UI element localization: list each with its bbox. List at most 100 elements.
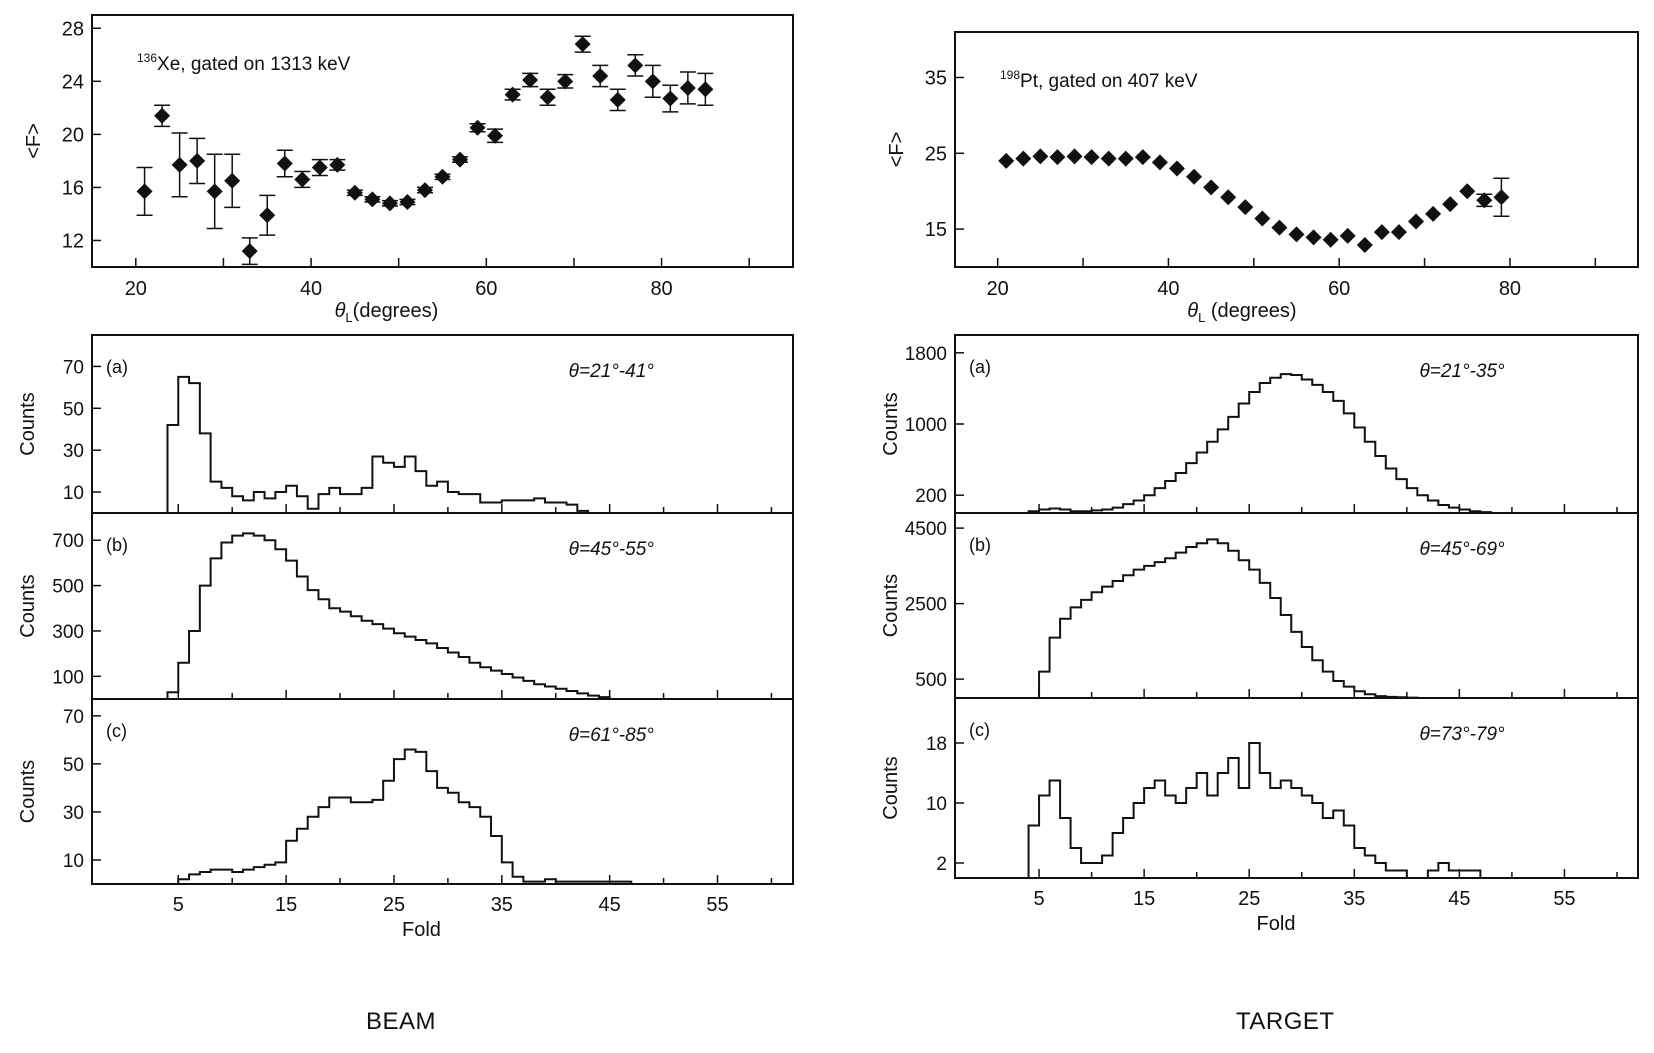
target-fold-vs-angle-group: 20 40 60 80 15 25 35 <F> θL (degrees) 198Pt, gate… <box>886 31 1639 325</box>
x-tick-label: 25 <box>1238 888 1260 910</box>
data-point <box>1134 149 1151 166</box>
data-point <box>1066 148 1083 165</box>
data-point <box>136 183 153 200</box>
panel-letter: (b) <box>106 535 128 555</box>
data-point <box>1100 150 1117 167</box>
data-point <box>1203 179 1220 196</box>
data-point <box>294 171 311 188</box>
y-tick-label: 2 <box>936 854 947 875</box>
data-point <box>1408 213 1425 230</box>
caption-target: TARGET <box>1236 1008 1335 1035</box>
x-tick-label: 60 <box>475 278 497 300</box>
x-axis-label-text: (degrees) <box>353 300 439 322</box>
y-axis-label: Counts <box>17 574 39 637</box>
data-point <box>1083 149 1100 166</box>
histogram-step-line <box>1027 742 1482 879</box>
data-point <box>276 155 293 172</box>
y-tick-label: 16 <box>62 177 84 199</box>
angle-range-label: θ=21°-41° <box>569 361 655 382</box>
data-point <box>644 73 661 90</box>
y-tick-label: 28 <box>62 18 84 40</box>
y-tick-label: 50 <box>63 399 84 420</box>
data-point <box>469 119 486 136</box>
y-axis-label: Counts <box>880 574 902 637</box>
data-point <box>154 107 171 124</box>
x-axis-label-symbol: θ <box>335 300 346 322</box>
data-point <box>522 71 539 88</box>
data-point <box>329 156 346 173</box>
x-tick-label: 40 <box>300 278 322 300</box>
histogram-step-line <box>166 375 590 513</box>
data-point <box>1015 150 1032 167</box>
annotation-text: Pt, gated on 407 keV <box>1020 71 1198 92</box>
target-a-group: 200 1000 1800 Counts (a) θ=21°-35° <box>880 334 1639 514</box>
x-tick-label: 60 <box>1328 278 1350 300</box>
data-point <box>1254 210 1271 227</box>
plot-frame <box>954 697 1639 879</box>
x-tick-label: 20 <box>125 278 147 300</box>
data-point <box>1339 227 1356 244</box>
x-tick-label: 35 <box>1343 888 1365 910</box>
data-point <box>434 168 451 185</box>
data-point <box>1322 231 1339 248</box>
y-axis-label: Counts <box>880 392 902 455</box>
data-point <box>609 91 626 108</box>
beam-fold-vs-angle-group: 20 40 60 80 12 16 20 24 28 <F> θL(degrees) 136Xe, g… <box>23 14 794 325</box>
target-c-group: 5 15 25 35 45 55 Fold 2 10 18 Counts (c) θ=73°-79° <box>880 697 1639 935</box>
data-point <box>697 81 714 98</box>
y-axis-label: Counts <box>17 392 39 455</box>
y-tick-label: 300 <box>52 622 84 643</box>
plot-frame <box>91 698 794 885</box>
panel-annotation: 198Pt, gated on 407 keV <box>1000 68 1198 92</box>
data-point <box>1220 189 1237 206</box>
y-tick-label: 20 <box>62 124 84 146</box>
data-point <box>487 127 504 144</box>
x-axis-label-symbol: θ <box>1187 300 1198 322</box>
data-point <box>1049 149 1066 166</box>
y-tick-label: 30 <box>63 803 84 824</box>
data-point <box>539 89 556 106</box>
plot-frame <box>954 31 1639 268</box>
target-b-group: 500 2500 4500 Counts (b) θ=45°-69° <box>880 512 1639 699</box>
y-tick-label: 2500 <box>905 595 947 616</box>
x-tick-label: 45 <box>1448 888 1470 910</box>
data-point <box>1237 199 1254 216</box>
data-point <box>662 90 679 107</box>
data-point <box>1442 196 1459 213</box>
data-point <box>679 79 696 96</box>
data-point <box>259 207 276 224</box>
panel-letter: (a) <box>969 357 991 377</box>
panel-letter: (b) <box>969 535 991 555</box>
plot-frame <box>91 334 794 514</box>
data-point <box>1390 224 1407 241</box>
x-tick-label: 25 <box>383 894 405 916</box>
data-point <box>1493 189 1510 206</box>
x-tick-label: 20 <box>987 278 1009 300</box>
y-tick-label: 10 <box>926 794 947 815</box>
panel-letter: (c) <box>969 720 990 740</box>
plot-frame <box>91 512 794 700</box>
y-tick-label: 50 <box>63 755 84 776</box>
x-tick-label: 35 <box>491 894 513 916</box>
annotation-mass-number: 198 <box>1000 68 1020 82</box>
x-tick-label: 15 <box>1133 888 1155 910</box>
data-point <box>998 152 1015 169</box>
x-tick-label: 55 <box>1553 888 1575 910</box>
x-tick-label: 15 <box>275 894 297 916</box>
data-point <box>627 57 644 74</box>
y-tick-label: 200 <box>915 486 947 507</box>
y-tick-label: 15 <box>925 219 947 241</box>
y-tick-label: 1800 <box>905 344 947 365</box>
beam-b-group: 100 300 500 700 Counts (b) θ=45°-55° <box>17 512 794 700</box>
data-point <box>452 151 469 168</box>
data-point <box>557 73 574 90</box>
data-point <box>1373 224 1390 241</box>
data-point <box>1459 183 1476 200</box>
data-point <box>1186 168 1203 185</box>
y-tick-label: 70 <box>63 707 84 728</box>
data-point <box>1476 192 1493 209</box>
y-axis-label: Counts <box>880 756 902 819</box>
y-tick-label: 35 <box>925 67 947 89</box>
data-point <box>1151 154 1168 171</box>
